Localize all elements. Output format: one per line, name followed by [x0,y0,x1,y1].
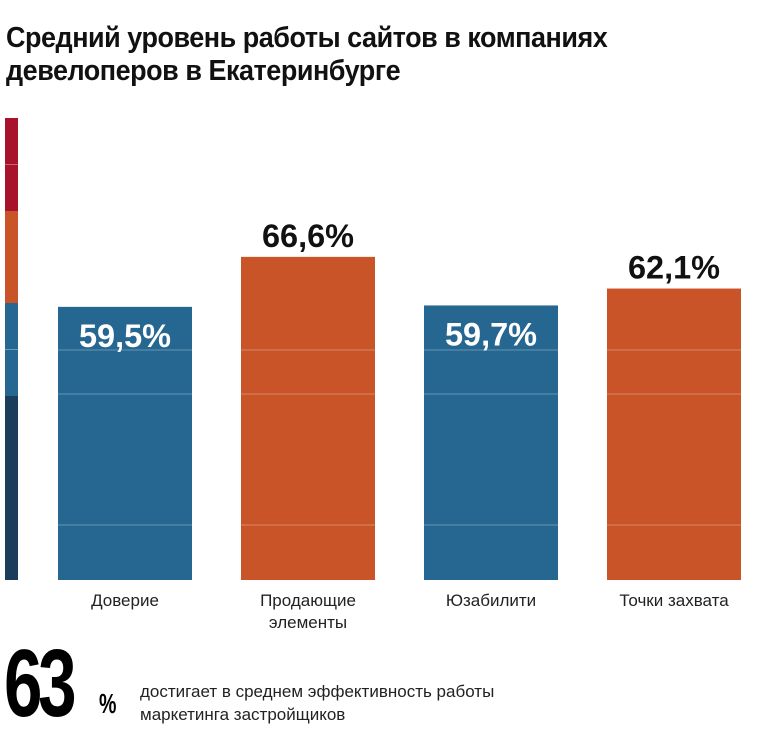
summary-value: 63 [4,630,77,737]
category-label: Юзабилити [445,591,537,610]
scale-segment [5,303,18,396]
scale-segment [5,396,18,580]
summary-unit: % [99,688,117,719]
scale-segment [5,211,18,303]
bar [241,256,375,580]
summary-text: достигает в среднем эффективность работы… [140,680,494,726]
bar [58,306,192,580]
chart-title: Средний уровень работы сайтов в компания… [6,22,608,87]
category-label: Продающие элементы [260,591,356,632]
data-label: 59,7% [445,316,537,352]
bar-chart: 59,5% 66,6% 59,7% 62,1% [58,218,741,580]
scale-segment [5,118,18,211]
scale-divider [5,164,18,165]
summary-text-line1: достигает в среднем эффективность работы [140,682,495,701]
data-label: 66,6% [262,218,354,254]
scale-divider [5,349,18,350]
data-label: 59,5% [79,318,171,354]
category-label: Точки захвата [619,591,729,610]
bar [424,305,558,580]
summary-text-line2: маркетинга застройщиков [140,705,346,724]
bar [607,288,741,580]
category-label: Доверие [91,591,159,610]
color-scale-strip [5,118,18,580]
data-label: 62,1% [628,250,720,286]
